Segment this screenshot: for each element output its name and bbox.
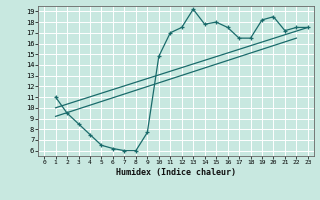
X-axis label: Humidex (Indice chaleur): Humidex (Indice chaleur) xyxy=(116,168,236,177)
